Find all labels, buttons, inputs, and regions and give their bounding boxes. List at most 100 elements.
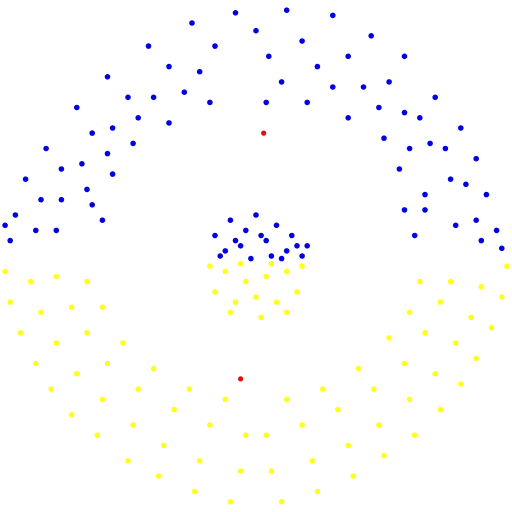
lower-point <box>48 386 54 392</box>
upper-point <box>289 232 295 239</box>
lower-point <box>130 422 136 428</box>
lower-point <box>120 340 126 346</box>
lower-point <box>386 335 392 341</box>
upper-point <box>150 94 157 101</box>
upper-point <box>189 20 195 26</box>
lower-point <box>504 263 510 270</box>
upper-point <box>237 243 244 249</box>
upper-point <box>263 99 270 106</box>
upper-point <box>473 155 480 162</box>
lower-point <box>135 386 141 392</box>
upper-point <box>79 161 85 167</box>
upper-point <box>12 212 19 218</box>
lower-point <box>452 340 459 346</box>
upper-point <box>212 232 218 239</box>
lower-point <box>319 386 326 392</box>
lower-point <box>68 411 75 418</box>
upper-point <box>125 94 131 101</box>
upper-point <box>330 12 336 19</box>
lower-point <box>278 499 285 505</box>
upper-point <box>360 84 367 90</box>
upper-point <box>345 53 352 60</box>
upper-point <box>232 10 239 16</box>
lower-point <box>417 278 423 285</box>
upper-point <box>109 125 116 131</box>
lower-point <box>222 268 229 275</box>
upper-point <box>104 74 111 80</box>
lower-point <box>294 289 300 295</box>
lower-point <box>237 468 244 474</box>
upper-point <box>278 79 285 85</box>
upper-point <box>314 63 321 70</box>
lower-point <box>84 278 90 285</box>
lower-point <box>243 432 249 439</box>
upper-point <box>283 7 290 13</box>
upper-point <box>422 207 428 213</box>
upper-point <box>166 120 172 126</box>
lower-point <box>258 314 264 321</box>
lower-point <box>17 330 24 336</box>
lower-point <box>381 452 387 459</box>
upper-point <box>222 248 229 254</box>
lower-point <box>283 268 290 275</box>
lower-point <box>232 299 239 305</box>
lower-point <box>371 386 377 392</box>
lower-point <box>299 263 305 270</box>
lower-point <box>243 278 249 285</box>
upper-point <box>7 237 13 244</box>
lower-point <box>171 406 177 413</box>
upper-point <box>109 171 116 177</box>
upper-point <box>396 166 403 172</box>
lower-point <box>273 299 280 305</box>
upper-point <box>345 115 352 121</box>
upper-point <box>381 135 387 141</box>
upper-point <box>248 255 254 262</box>
lower-point <box>191 488 198 495</box>
upper-point-group <box>2 7 505 262</box>
upper-point <box>43 145 49 152</box>
lower-point <box>299 422 305 428</box>
upper-point <box>74 104 80 111</box>
upper-point <box>104 150 111 157</box>
upper-point <box>483 191 490 198</box>
lower-point <box>355 365 362 372</box>
upper-point <box>401 109 408 116</box>
upper-point <box>304 99 311 106</box>
red-marker-point <box>238 376 244 382</box>
lower-point <box>283 396 290 403</box>
lower-point <box>406 396 413 403</box>
upper-point <box>458 125 464 131</box>
lower-point <box>447 278 454 285</box>
upper-point <box>493 227 500 234</box>
upper-point <box>401 53 408 60</box>
upper-point <box>447 176 454 182</box>
upper-point <box>452 222 459 229</box>
upper-point <box>253 212 259 218</box>
lower-point <box>150 365 157 372</box>
lower-point <box>212 289 218 295</box>
lower-point <box>68 304 75 311</box>
lower-point <box>488 324 495 331</box>
lower-point <box>196 458 203 464</box>
lower-point <box>186 386 193 392</box>
upper-point <box>266 53 272 60</box>
upper-point <box>89 202 95 208</box>
upper-point <box>38 196 44 203</box>
upper-point <box>89 130 95 136</box>
red-marker-point <box>261 130 267 136</box>
upper-point <box>299 253 305 259</box>
lower-point <box>161 442 167 449</box>
upper-point <box>263 237 270 244</box>
upper-point <box>299 38 305 44</box>
lower-point <box>53 273 60 280</box>
lower-point <box>227 309 234 316</box>
lower-point <box>38 309 44 316</box>
lower-point <box>99 304 106 311</box>
lower-point <box>27 278 34 285</box>
upper-point <box>227 217 234 223</box>
lower-point <box>309 458 316 464</box>
lower-point <box>207 263 213 270</box>
upper-point <box>84 186 90 193</box>
upper-point <box>406 145 413 152</box>
